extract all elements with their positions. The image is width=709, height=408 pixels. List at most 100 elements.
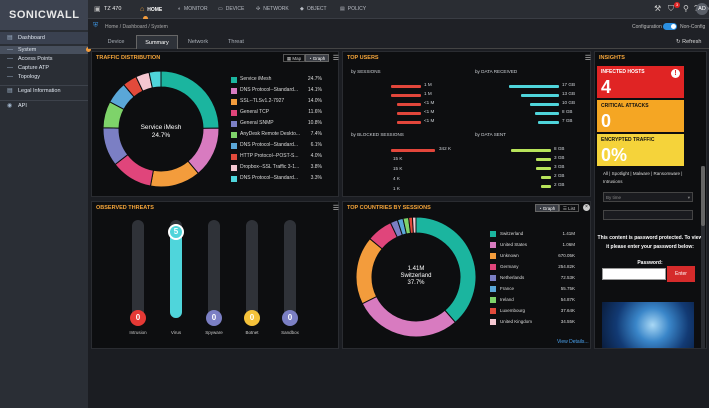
threat-count[interactable]: 5 bbox=[168, 224, 184, 240]
sidebar-item-capture-atp[interactable]: — Capture ATP bbox=[0, 64, 88, 72]
notifications-icon[interactable]: ⛉ bbox=[668, 4, 674, 13]
nav-object[interactable]: ◆ OBJECT bbox=[300, 0, 327, 19]
map-toggle[interactable]: ▦ Map bbox=[283, 54, 305, 62]
legend-label: Luxembourg bbox=[500, 308, 526, 313]
threat-count[interactable]: 0 bbox=[244, 310, 260, 326]
card-title: CRITICAL ATTACKS bbox=[601, 103, 649, 109]
donut-slice[interactable] bbox=[160, 70, 220, 129]
legend-item[interactable]: Unknown 670.05K bbox=[490, 251, 575, 260]
legend-item[interactable]: DNS Protocol--Standard... 3.3% bbox=[231, 174, 322, 183]
user-avatar[interactable]: AD bbox=[696, 3, 708, 15]
legend-item[interactable]: HTTP Protocol--POST-S... 4.0% bbox=[231, 152, 322, 161]
threat-count[interactable]: 0 bbox=[130, 310, 146, 326]
tab-device[interactable]: Device bbox=[107, 39, 125, 45]
legend-item[interactable]: France 55.75K bbox=[490, 284, 575, 293]
legend-item[interactable]: Germany 254.82K bbox=[490, 262, 575, 271]
password-input[interactable] bbox=[602, 268, 666, 280]
legend-item[interactable]: Service iMesh 24.7% bbox=[231, 75, 322, 84]
sidebar-item-access-points[interactable]: — Access Points bbox=[0, 55, 88, 63]
legend-swatch bbox=[490, 230, 496, 237]
legend-item[interactable]: Netherlands 72.53K bbox=[490, 273, 575, 282]
threat-count[interactable]: 0 bbox=[282, 310, 298, 326]
user-bar[interactable] bbox=[541, 176, 551, 179]
breadcrumb[interactable]: Home / Dashboard / System bbox=[105, 24, 168, 30]
user-bar[interactable] bbox=[391, 149, 435, 152]
legend-value: 3.3% bbox=[310, 175, 322, 181]
device-nav-icon: ▭ bbox=[218, 6, 223, 12]
object-icon: ◆ bbox=[300, 6, 304, 12]
graph-toggle[interactable]: ◔ Graph bbox=[305, 54, 329, 62]
sidebar-section-legal[interactable]: ▤ Legal Information bbox=[0, 85, 88, 95]
time-select[interactable]: By time ▾ bbox=[603, 192, 693, 202]
panel-menu-icon[interactable]: ☰ bbox=[332, 55, 339, 62]
encrypted-traffic-card[interactable]: ENCRYPTED TRAFFIC 0% bbox=[597, 134, 684, 166]
tab-threat[interactable]: Threat bbox=[228, 39, 244, 45]
nav-device[interactable]: ▭ DEVICE bbox=[218, 0, 244, 19]
panel-menu-icon[interactable]: ☰ bbox=[584, 55, 591, 62]
legend-item[interactable]: SSL--TLSv1.2-7927 14.0% bbox=[231, 97, 322, 106]
threat-count[interactable]: 0 bbox=[206, 310, 222, 326]
location-icon[interactable]: ⚲ bbox=[683, 4, 689, 13]
donut-slice[interactable] bbox=[148, 70, 162, 89]
nav-monitor[interactable]: ◐ MONITOR bbox=[178, 0, 208, 19]
user-bar[interactable] bbox=[520, 94, 559, 97]
user-bar[interactable] bbox=[536, 158, 551, 161]
tab-summary[interactable]: Summary bbox=[136, 35, 178, 49]
user-bar[interactable] bbox=[397, 112, 421, 115]
view-details-link[interactable]: View Details... bbox=[557, 339, 589, 345]
user-bar[interactable] bbox=[529, 103, 559, 106]
legend-item[interactable]: United States 1.06M bbox=[490, 240, 575, 249]
legend-item[interactable]: General SNMP 10.8% bbox=[231, 119, 322, 128]
legend-label: AnyDesk Remote Deskto... bbox=[240, 131, 301, 137]
sidebar-item-system[interactable]: — System bbox=[0, 46, 88, 54]
legend-item[interactable]: General TCP 11.6% bbox=[231, 108, 322, 117]
user-bar[interactable] bbox=[509, 85, 559, 88]
legend-item[interactable]: AnyDesk Remote Deskto... 7.4% bbox=[231, 130, 322, 139]
nav-home[interactable]: ⌂ HOME bbox=[140, 0, 162, 19]
legend-item[interactable]: DNS Protocol--Standard... 6.1% bbox=[231, 141, 322, 150]
user-bar[interactable] bbox=[391, 85, 421, 88]
filter-input[interactable] bbox=[603, 210, 693, 220]
infected-hosts-card[interactable]: INFECTED HOSTS 4 ! bbox=[597, 66, 684, 98]
user-bar[interactable] bbox=[541, 185, 551, 188]
scrollbar[interactable] bbox=[701, 166, 705, 348]
close-icon[interactable]: × bbox=[583, 204, 590, 211]
legend-item[interactable]: DNS Protocol--Standard... 14.1% bbox=[231, 86, 322, 95]
config-toggle[interactable] bbox=[663, 23, 677, 30]
user-bar[interactable] bbox=[538, 121, 559, 124]
legend-item[interactable]: Switzerland 1.41M bbox=[490, 229, 575, 238]
legend-label: General SNMP bbox=[240, 120, 274, 126]
critical-attacks-card[interactable]: CRITICAL ATTACKS 0 bbox=[597, 100, 684, 132]
nav-policy[interactable]: ▤ POLICY bbox=[340, 0, 366, 19]
user-bar[interactable] bbox=[397, 103, 421, 106]
graph-toggle[interactable]: ◔ Graph bbox=[535, 204, 559, 212]
legend-value: 254.82K bbox=[558, 264, 575, 269]
insight-filters[interactable]: All | Spotlight | Malware | Ransomware |… bbox=[603, 171, 683, 184]
tab-network[interactable]: Network bbox=[187, 39, 209, 45]
donut-slice[interactable] bbox=[411, 216, 417, 234]
legend-item[interactable]: United Kingdom 34.55K bbox=[490, 317, 575, 326]
sidebar-item-topology[interactable]: — Topology bbox=[0, 73, 88, 81]
nav-network[interactable]: ✣ NETWORK bbox=[256, 0, 289, 19]
user-bar[interactable] bbox=[397, 121, 421, 124]
tools-icon[interactable]: ⚒ bbox=[654, 4, 662, 13]
sidebar-section-dashboard[interactable]: ▤ Dashboard bbox=[0, 32, 88, 44]
donut-slice[interactable] bbox=[149, 160, 200, 188]
user-bar[interactable] bbox=[536, 167, 551, 170]
user-bar[interactable] bbox=[391, 94, 421, 97]
promo-image[interactable] bbox=[602, 302, 694, 348]
panel-title: TOP COUNTRIES BY SESSIONS bbox=[347, 205, 431, 211]
legend-item[interactable]: Ireland 54.87K bbox=[490, 295, 575, 304]
legend-item[interactable]: Dropbox--SSL Traffic 3-1... 3.8% bbox=[231, 163, 322, 172]
refresh-button[interactable]: ↻ Refresh bbox=[676, 39, 701, 45]
donut-slice[interactable] bbox=[361, 295, 457, 338]
device-name: TZ 470 bbox=[104, 6, 122, 12]
user-bar[interactable] bbox=[511, 149, 551, 152]
list-toggle[interactable]: ☰ List bbox=[559, 204, 579, 212]
enter-button[interactable]: Enter bbox=[667, 266, 695, 282]
panel-menu-icon[interactable]: ☰ bbox=[332, 205, 339, 212]
sidebar-section-api[interactable]: ◉ API bbox=[0, 100, 88, 110]
legend-label: Netherlands bbox=[500, 275, 525, 280]
legend-item[interactable]: Luxembourg 37.64K bbox=[490, 306, 575, 315]
user-bar[interactable] bbox=[535, 112, 559, 115]
